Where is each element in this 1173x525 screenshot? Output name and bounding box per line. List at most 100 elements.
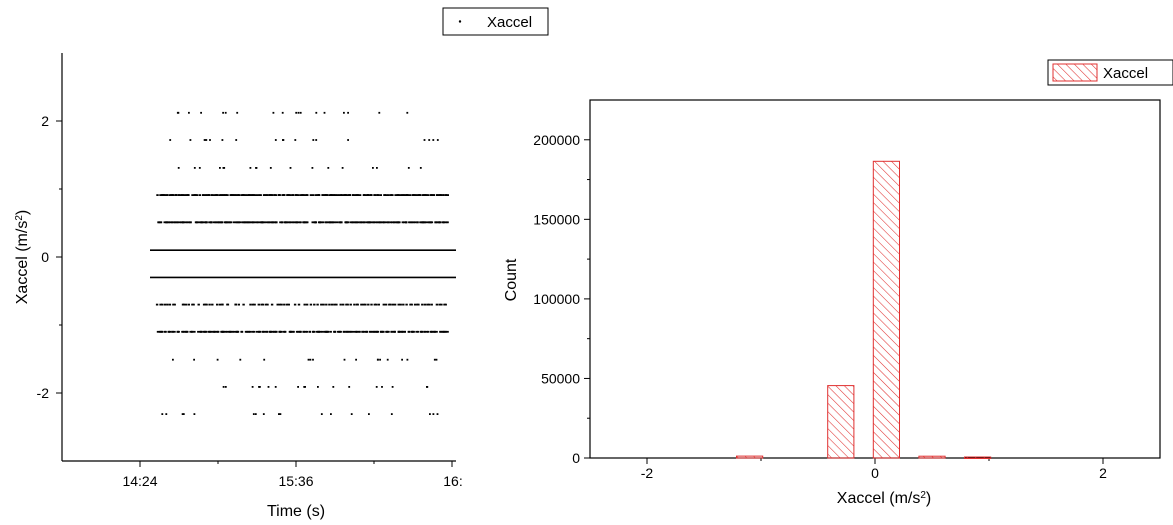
scatter-point bbox=[187, 303, 190, 306]
scatter-point bbox=[266, 303, 269, 306]
histogram-chart: Xaccel 0 50000 100000 150000 200000 -2 0 2 Xac… bbox=[503, 59, 1173, 507]
scatter-point bbox=[180, 221, 183, 224]
scatter-point bbox=[320, 303, 323, 306]
scatter-point bbox=[438, 221, 442, 224]
scatter-y-tick-label: -2 bbox=[37, 385, 50, 401]
scatter-point bbox=[363, 194, 366, 196]
scatter-point bbox=[224, 386, 227, 388]
scatter-point bbox=[171, 221, 174, 224]
scatter-point bbox=[405, 303, 408, 306]
scatter-point bbox=[171, 330, 174, 333]
scatter-point bbox=[219, 167, 221, 169]
scatter-point bbox=[377, 303, 380, 306]
scatter-point bbox=[362, 221, 365, 224]
scatter-y-tick-label: 2 bbox=[41, 113, 49, 129]
scatter-point bbox=[267, 221, 271, 224]
scatter-point bbox=[161, 194, 165, 196]
histogram-x-tick-label: 2 bbox=[1099, 465, 1107, 481]
scatter-point bbox=[433, 330, 436, 333]
scatter-point bbox=[406, 358, 409, 361]
scatter-point bbox=[367, 194, 370, 196]
scatter-point bbox=[397, 303, 400, 306]
scatter-point bbox=[387, 194, 390, 196]
scatter-point bbox=[442, 194, 445, 196]
scatter-point bbox=[296, 330, 300, 333]
scatter-point bbox=[320, 221, 323, 224]
scatter-point bbox=[161, 330, 164, 333]
histogram-bar bbox=[736, 455, 764, 459]
scatter-point bbox=[362, 303, 365, 306]
scatter-point bbox=[234, 194, 238, 196]
scatter-point bbox=[333, 303, 336, 306]
scatter-point bbox=[215, 330, 218, 333]
scatter-point bbox=[270, 194, 274, 196]
scatter-point bbox=[354, 194, 357, 196]
scatter-point bbox=[389, 303, 392, 306]
scatter-point bbox=[330, 413, 332, 415]
histogram-y-tick-label: 200000 bbox=[533, 132, 580, 148]
scatter-point bbox=[202, 194, 205, 196]
scatter-point bbox=[210, 221, 213, 224]
scatter-points bbox=[150, 111, 456, 415]
scatter-point bbox=[164, 330, 167, 333]
scatter-point bbox=[397, 330, 401, 333]
scatter-point bbox=[267, 386, 270, 388]
scatter-point bbox=[379, 358, 381, 361]
scatter-point bbox=[309, 194, 313, 196]
scatter-point bbox=[399, 194, 402, 196]
scatter-point bbox=[205, 303, 208, 306]
scatter-point bbox=[258, 194, 261, 196]
scatter-point bbox=[201, 221, 205, 224]
scatter-point bbox=[375, 386, 378, 388]
scatter-point bbox=[205, 221, 208, 224]
scatter-point bbox=[426, 194, 430, 196]
scatter-point bbox=[179, 194, 183, 196]
scatter-point bbox=[297, 194, 300, 196]
scatter-point bbox=[260, 221, 263, 224]
scatter-point bbox=[303, 386, 306, 388]
scatter-point bbox=[338, 221, 342, 224]
scatter-point bbox=[407, 167, 410, 169]
scatter-point bbox=[324, 194, 327, 196]
scatter-point bbox=[330, 303, 334, 306]
histogram-x-tick-label: -2 bbox=[641, 465, 654, 481]
scatter-point bbox=[405, 221, 408, 224]
scatter-point bbox=[270, 303, 274, 306]
histogram-legend: Xaccel bbox=[1047, 59, 1173, 86]
scatter-point bbox=[229, 330, 232, 333]
scatter-point bbox=[293, 303, 297, 306]
scatter-point bbox=[391, 386, 394, 388]
scatter-point bbox=[307, 358, 310, 361]
scatter-point bbox=[346, 194, 349, 196]
scatter-point bbox=[305, 330, 309, 333]
scatter-point bbox=[361, 221, 364, 224]
scatter-point bbox=[436, 139, 439, 141]
scatter-point bbox=[218, 194, 221, 196]
scatter-point bbox=[237, 194, 240, 196]
scatter-point bbox=[235, 139, 238, 141]
scatter-point bbox=[432, 194, 436, 196]
scatter-point bbox=[252, 413, 255, 415]
scatter-x-tick-label: 15:36 bbox=[278, 473, 313, 489]
scatter-point bbox=[376, 358, 379, 361]
scatter-point bbox=[421, 303, 424, 306]
scatter-point bbox=[251, 386, 254, 388]
scatter-point bbox=[356, 194, 359, 196]
scatter-point bbox=[382, 330, 385, 333]
scatter-point bbox=[224, 111, 227, 114]
scatter-point bbox=[229, 194, 233, 196]
scatter-point bbox=[256, 194, 259, 196]
scatter-point bbox=[176, 111, 179, 114]
scatter-point bbox=[402, 303, 405, 306]
scatter-point bbox=[189, 139, 192, 141]
scatter-point bbox=[317, 386, 319, 388]
scatter-point bbox=[193, 167, 196, 169]
scatter-point bbox=[410, 330, 413, 333]
scatter-point bbox=[222, 330, 225, 333]
scatter-point bbox=[299, 111, 302, 114]
scatter-point bbox=[435, 303, 439, 306]
scatter-point bbox=[432, 413, 435, 415]
scatter-point bbox=[391, 303, 395, 306]
scatter-point bbox=[378, 111, 381, 114]
scatter-point bbox=[323, 330, 326, 333]
